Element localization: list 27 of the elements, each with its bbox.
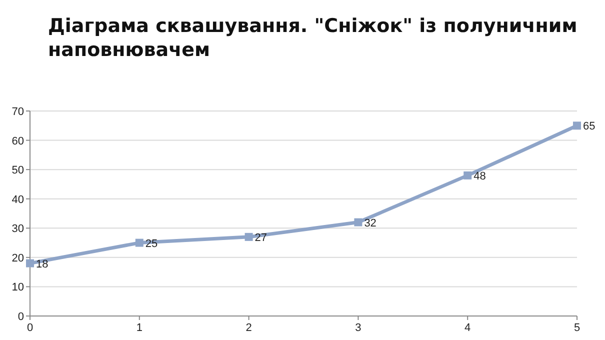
point bbox=[464, 171, 472, 180]
x-tick-label: 3 bbox=[355, 322, 362, 334]
y-tick-label: 0 bbox=[18, 311, 24, 323]
point bbox=[135, 238, 144, 247]
x-tick-label: 1 bbox=[136, 322, 142, 334]
y-tick-label: 60 bbox=[12, 135, 24, 148]
point bbox=[573, 122, 581, 130]
y-tick-label: 10 bbox=[12, 282, 24, 294]
point bbox=[244, 232, 253, 241]
data-label: 25 bbox=[145, 238, 158, 250]
point bbox=[26, 259, 34, 268]
data-label: 18 bbox=[36, 258, 48, 270]
x-tick-label: 2 bbox=[246, 322, 252, 334]
y-tick-label: 70 bbox=[12, 106, 24, 118]
y-tick-label: 40 bbox=[12, 194, 24, 206]
y-tick-label: 50 bbox=[12, 164, 24, 177]
point bbox=[354, 218, 362, 226]
data-label: 48 bbox=[474, 170, 486, 182]
chart-title: Діаграма сквашування. "Сніжок" із полуничним наповнювачем bbox=[48, 14, 578, 62]
x-tick-label: 5 bbox=[574, 322, 580, 334]
x-tick-label: 0 bbox=[26, 322, 34, 334]
data-label: 32 bbox=[364, 217, 376, 230]
y-tick-label: 30 bbox=[12, 223, 24, 236]
data-label: 27 bbox=[254, 232, 268, 244]
y-tick-label: 20 bbox=[12, 252, 24, 264]
data-label: 65 bbox=[583, 120, 596, 133]
x-tick-label: 4 bbox=[464, 322, 471, 334]
